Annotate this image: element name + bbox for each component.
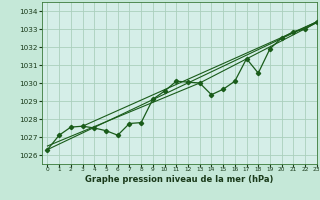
X-axis label: Graphe pression niveau de la mer (hPa): Graphe pression niveau de la mer (hPa) xyxy=(85,175,273,184)
